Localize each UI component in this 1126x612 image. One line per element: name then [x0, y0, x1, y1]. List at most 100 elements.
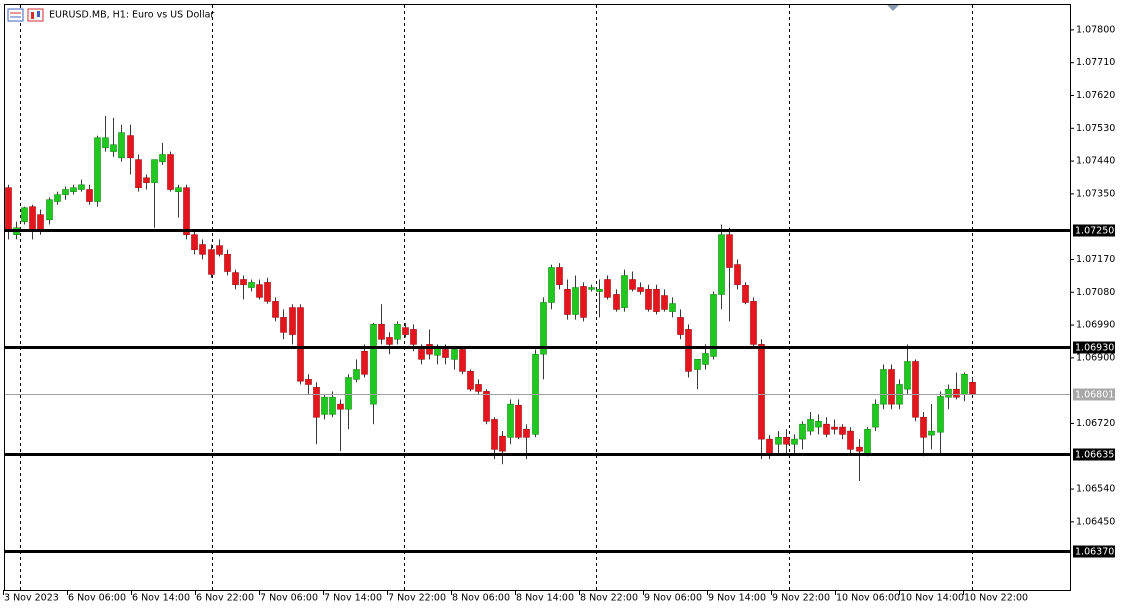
bull-candle-body — [864, 428, 871, 455]
bear-candle-body — [199, 244, 206, 255]
level-price-box — [1073, 545, 1115, 558]
plot-frame — [4, 4, 1071, 591]
bear-candle-body — [208, 249, 215, 275]
x-tick-label: 10 Nov 06:00 — [836, 593, 900, 604]
bear-candle-body — [280, 317, 287, 333]
bear-candle-body — [564, 289, 571, 315]
x-tick-label: 7 Nov 14:00 — [324, 593, 382, 604]
bull-candle-body — [21, 207, 28, 222]
y-tick-label: 1.07530 — [1076, 123, 1115, 134]
bear-candle-body — [418, 349, 425, 360]
current-price-label: 1.06801 — [1075, 390, 1114, 401]
bull-candle-body — [799, 423, 806, 440]
x-tick-label: 8 Nov 22:00 — [580, 593, 638, 604]
y-tick-label: 1.07620 — [1076, 90, 1115, 101]
bull-candle-body — [928, 430, 935, 436]
bear-candle-body — [661, 295, 668, 310]
bear-candle-body — [183, 187, 190, 235]
bear-candle-body — [143, 177, 150, 183]
bull-candle-body — [621, 275, 628, 308]
bull-candle-body — [345, 377, 352, 410]
bull-candle-body — [775, 437, 782, 445]
bear-candle-body — [734, 264, 741, 285]
bear-candle-body — [750, 301, 757, 345]
bull-candle-body — [46, 199, 53, 221]
level-price-box — [1073, 224, 1115, 237]
bear-candle-body — [823, 423, 830, 435]
bear-candle-body — [305, 379, 312, 385]
bull-candle-body — [507, 403, 514, 438]
x-tick-label: 9 Nov 06:00 — [644, 593, 702, 604]
bear-candle-body — [127, 135, 134, 159]
bear-candle-body — [337, 403, 344, 410]
bull-candle-body — [329, 396, 336, 415]
y-tick-label: 1.06990 — [1076, 320, 1115, 331]
y-tick-label: 1.07800 — [1076, 24, 1115, 35]
bull-candle-body — [54, 194, 61, 202]
bull-candle-body — [694, 359, 701, 370]
x-tick-label: 3 Nov 2023 — [4, 593, 59, 604]
x-tick-label: 9 Nov 22:00 — [772, 593, 830, 604]
bear-candle-body — [5, 187, 12, 230]
bull-candle-body — [102, 137, 109, 148]
bear-candle-body — [604, 279, 611, 298]
x-tick-label: 6 Nov 06:00 — [68, 593, 126, 604]
bear-candle-body — [580, 286, 587, 318]
day-separators — [20, 5, 973, 590]
shift-marker[interactable] — [887, 5, 899, 11]
level-price-label: 1.07250 — [1075, 226, 1114, 237]
y-tick-label: 1.06540 — [1076, 484, 1115, 495]
bear-candle-body — [888, 369, 895, 405]
level-price-label: 1.06635 — [1075, 450, 1114, 461]
bear-candle-body — [491, 419, 498, 450]
x-tick-label: 10 Nov 14:00 — [900, 593, 964, 604]
bear-candle-body — [402, 327, 409, 335]
bear-candle-body — [256, 284, 263, 298]
bear-candle-body — [86, 189, 93, 202]
bear-candle-body — [467, 371, 474, 390]
x-tick-label: 7 Nov 06:00 — [260, 593, 318, 604]
bear-candle-body — [386, 337, 393, 345]
bear-candle-body — [653, 289, 660, 312]
bull-candle-body — [588, 287, 595, 290]
level-price-label: 1.06930 — [1075, 343, 1114, 354]
y-tick-label: 1.07440 — [1076, 156, 1115, 167]
bear-candle-body — [523, 428, 530, 438]
bear-candle-body — [289, 307, 296, 335]
bull-candle-body — [540, 302, 547, 355]
bull-candle-body — [572, 287, 579, 315]
x-tick-label: 6 Nov 14:00 — [132, 593, 190, 604]
x-tick-label: 7 Nov 22:00 — [388, 593, 446, 604]
bear-candle-body — [264, 282, 271, 302]
x-tick-label: 9 Nov 14:00 — [708, 593, 766, 604]
window-icon[interactable] — [7, 8, 24, 22]
bear-candle-body — [515, 404, 522, 438]
bear-candle-body — [426, 344, 433, 355]
bull-candle-body — [669, 303, 676, 312]
y-tick-label: 1.07170 — [1076, 254, 1115, 265]
bull-candle-body — [78, 184, 85, 190]
bull-candle-body — [370, 324, 377, 405]
bear-candle-body — [726, 234, 733, 268]
bear-candle-body — [629, 279, 636, 290]
y-tick-label: 1.07710 — [1076, 57, 1115, 68]
bear-candle-body — [232, 272, 239, 285]
toolbar-icons — [7, 8, 44, 22]
level-price-box — [1073, 448, 1115, 461]
chart-icon[interactable] — [27, 8, 44, 22]
bull-candle-body — [548, 267, 555, 303]
bear-candle-body — [297, 307, 304, 382]
y-tick-label: 1.06450 — [1076, 516, 1115, 527]
bull-candle-body — [807, 419, 814, 432]
bear-candle-body — [969, 381, 976, 395]
bear-candle-body — [167, 154, 174, 190]
bull-candle-body — [815, 420, 822, 428]
icon-bar — [37, 11, 40, 17]
bull-candle-body — [110, 144, 117, 152]
bear-candle-body — [912, 361, 919, 418]
bear-candle-body — [361, 351, 368, 375]
x-tick-label: 6 Nov 22:00 — [196, 593, 254, 604]
bear-candle-body — [783, 437, 790, 445]
y-tick-label: 1.07350 — [1076, 188, 1115, 199]
